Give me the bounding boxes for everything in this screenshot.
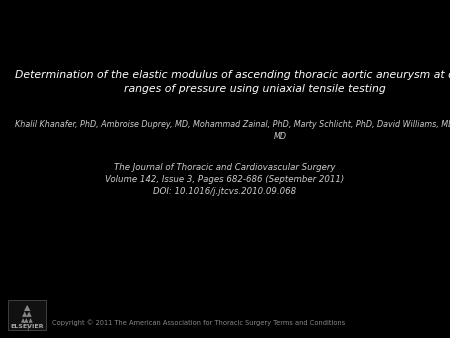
Text: Copyright © 2011 The American Association for Thoracic Surgery Terms and Conditi: Copyright © 2011 The American Associatio…: [52, 320, 345, 326]
FancyBboxPatch shape: [8, 300, 46, 330]
Text: Khalil Khanafer, PhD, Ambroise Duprey, MD, Mohammad Zainal, PhD, Marty Schlicht,: Khalil Khanafer, PhD, Ambroise Duprey, M…: [15, 120, 450, 141]
Text: ▲▲▲: ▲▲▲: [21, 318, 33, 323]
Text: ELSEVIER: ELSEVIER: [10, 324, 44, 329]
Text: |: |: [26, 324, 28, 331]
Text: The Journal of Thoracic and Cardiovascular Surgery
Volume 142, Issue 3, Pages 68: The Journal of Thoracic and Cardiovascul…: [105, 163, 345, 196]
Text: ▲▲: ▲▲: [22, 311, 32, 317]
Text: Determination of the elastic modulus of ascending thoracic aortic aneurysm at di: Determination of the elastic modulus of …: [15, 70, 450, 94]
Text: ▲: ▲: [24, 303, 30, 312]
